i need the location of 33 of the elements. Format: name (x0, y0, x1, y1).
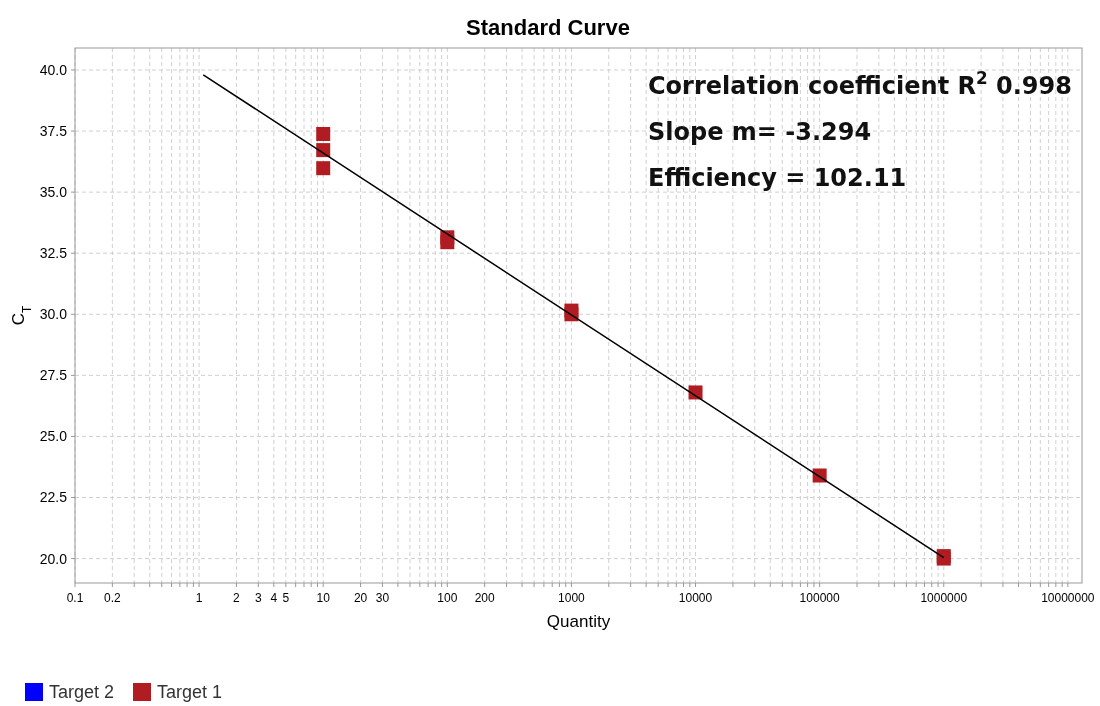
x-tick-label: 30 (375, 591, 390, 605)
y-tick-label: 25.0 (39, 428, 68, 445)
y-tick-label: 22.5 (39, 489, 68, 506)
x-tick-label: 10 (316, 591, 331, 605)
chart-title: Standard Curve (466, 15, 630, 40)
y-tick-label: 30.0 (39, 306, 68, 323)
y-tick-label: 32.5 (39, 245, 68, 262)
y-tick-label: 37.5 (39, 123, 68, 140)
annotation: Slope m= -3.294 (648, 118, 872, 146)
x-tick-label: 100000 (799, 591, 840, 605)
x-tick-label: 5 (282, 591, 290, 605)
y-tick-label: 35.0 (39, 184, 68, 201)
legend-label: Target 2 (49, 682, 115, 702)
y-tick-label: 20.0 (39, 550, 68, 567)
annotation: Correlation coefficient R$^{2}$ 0.998 (648, 68, 1072, 100)
y-tick-label: 27.5 (39, 367, 68, 384)
x-tick-label: 100 (437, 591, 458, 605)
x-tick-label: 20 (353, 591, 368, 605)
x-tick-label: 10000 (678, 591, 713, 605)
annotation: Efficiency = 102.11 (648, 164, 907, 192)
x-tick-label: 1000000 (920, 591, 968, 605)
x-tick-label: 2 (233, 591, 241, 605)
x-tick-label: 10000000 (1041, 591, 1095, 605)
x-tick-label: 1000 (558, 591, 586, 605)
x-tick-label: 3 (254, 591, 262, 605)
x-tick-label: 1 (195, 591, 203, 605)
y-tick-label: 40.0 (39, 61, 68, 78)
legend-label: Target 1 (157, 682, 223, 702)
x-tick-label: 0.2 (104, 591, 122, 605)
x-tick-label: 200 (474, 591, 496, 605)
x-tick-label: 0.1 (66, 591, 84, 605)
x-axis-title: Quantity (546, 612, 611, 631)
x-tick-label: 4 (270, 591, 278, 605)
